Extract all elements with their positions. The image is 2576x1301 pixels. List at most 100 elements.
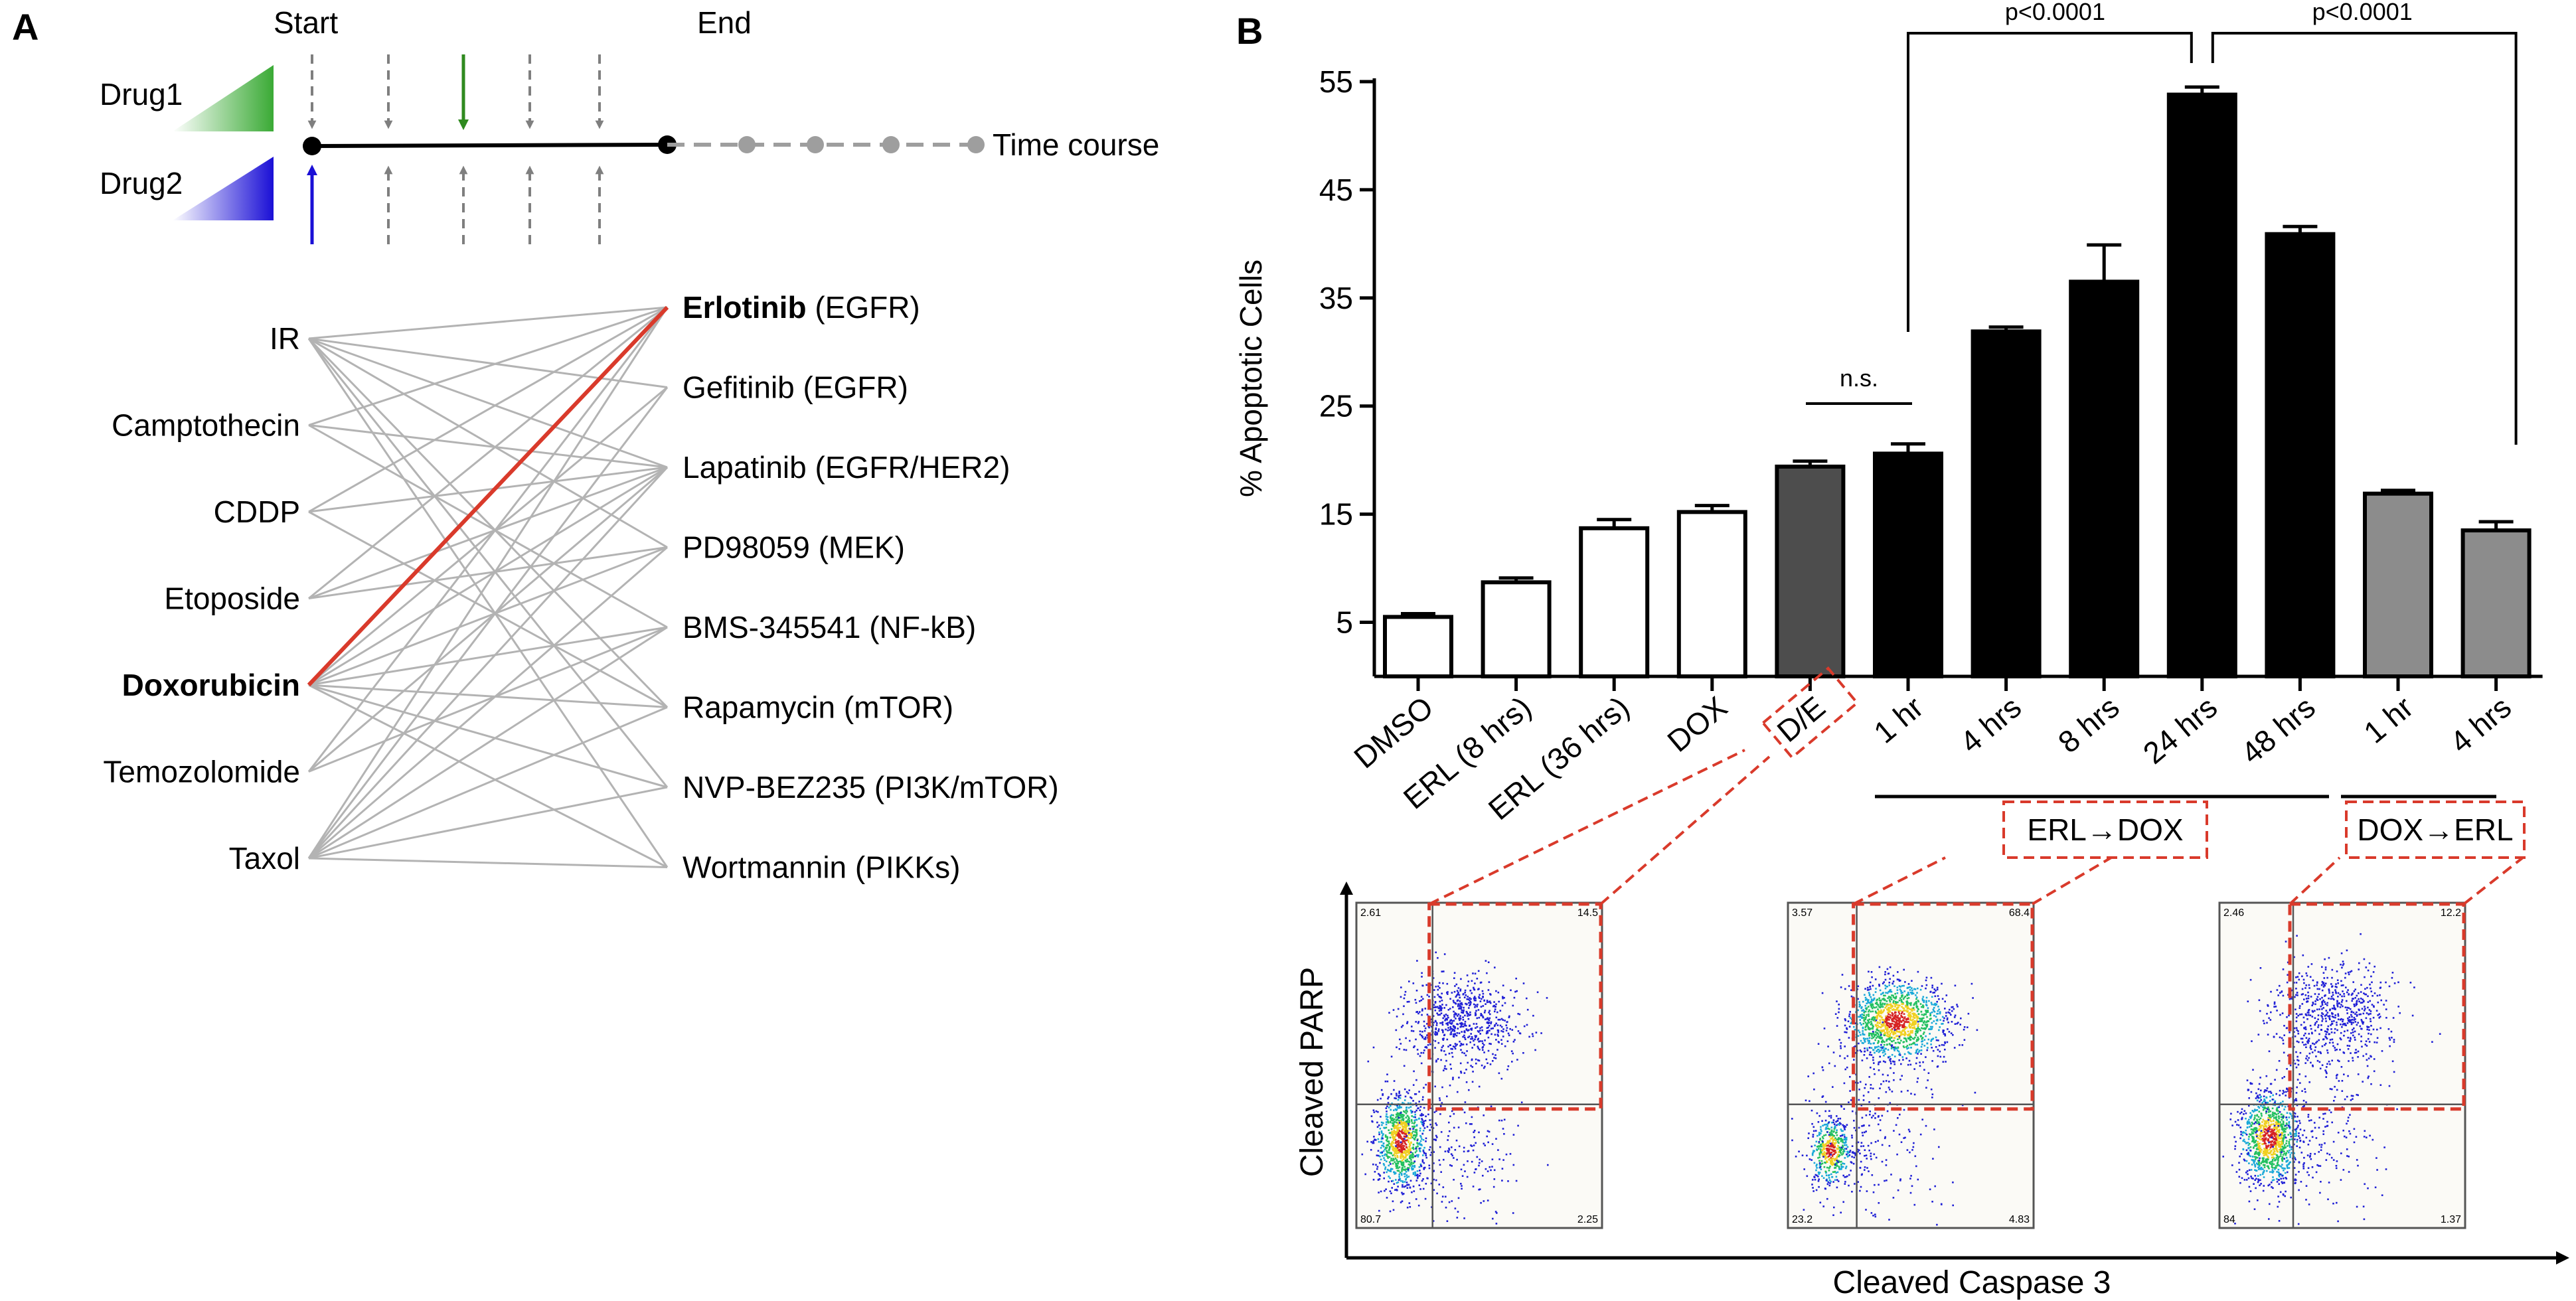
highlight-edge xyxy=(307,305,669,687)
quadrant-value: 14.5 xyxy=(1577,907,1598,919)
network-edge xyxy=(308,626,668,773)
inhibitor-drug-list: Erlotinib (EGFR)Gefitinib (EGFR)Lapatini… xyxy=(683,290,1059,885)
quadrant-value: 4.83 xyxy=(2009,1214,2030,1225)
drug1-dose-wedge xyxy=(173,65,274,131)
network-edge xyxy=(307,307,669,859)
x-tick-label: 8 hrs xyxy=(2052,690,2126,760)
end-label: End xyxy=(697,5,752,40)
network-edge xyxy=(307,338,669,788)
bar xyxy=(1873,451,1943,678)
network-edge xyxy=(308,424,668,629)
x-tick-label: 4 hrs xyxy=(1953,690,2028,760)
network-edge xyxy=(308,546,668,599)
de-highlight-box xyxy=(1761,666,1860,760)
network-edge xyxy=(308,306,668,340)
network-edge xyxy=(308,337,668,548)
time-point xyxy=(882,136,900,153)
drug2-label: Drug2 xyxy=(100,166,183,200)
x-tick-label: 1 hr xyxy=(2357,690,2419,750)
x-tick-label: 24 hrs xyxy=(2136,690,2223,771)
drug-name: BMS-345541 xyxy=(683,610,861,645)
time-point xyxy=(738,136,756,153)
x-tick-label: 4 hrs xyxy=(2443,690,2518,760)
drug-target: (EGFR/HER2) xyxy=(807,450,1010,485)
flow-x-label: Cleaved Caspase 3 xyxy=(1833,1265,2111,1300)
network-edge xyxy=(308,684,668,789)
sig-bracket xyxy=(2211,32,2518,445)
quadrant-value: 68.4 xyxy=(2009,907,2030,919)
left-drug-label: Doxorubicin xyxy=(122,668,300,702)
right-drug-label: Rapamycin (mTOR) xyxy=(683,690,953,725)
group-label-box xyxy=(2002,801,2208,859)
drug-name: Rapamycin xyxy=(683,690,835,725)
drug-target: (NF-kB) xyxy=(861,610,977,645)
left-drug-label: Temozolomide xyxy=(103,755,300,789)
y-tick-label: 5 xyxy=(1336,605,1353,640)
y-axis-label: % Apoptotic Cells xyxy=(1234,260,1268,497)
bar xyxy=(1383,615,1453,679)
bar xyxy=(2363,491,2433,679)
y-tick-label: 55 xyxy=(1319,64,1353,99)
sig-bracket xyxy=(1907,32,2193,332)
network-edge xyxy=(308,626,668,860)
network-edge xyxy=(308,684,668,868)
bar xyxy=(2460,528,2532,679)
x-tick-label: D/E xyxy=(1771,690,1832,749)
flow-plot: 3.57 68.4 23.2 4.83 xyxy=(1787,856,2113,1229)
quadrant-value: 2.25 xyxy=(1577,1214,1598,1225)
network-edge xyxy=(308,306,668,513)
left-drug-label: Camptothecin xyxy=(112,408,300,443)
network-edge xyxy=(308,786,668,860)
network-edge xyxy=(308,546,668,686)
network-edge xyxy=(308,466,668,599)
bar xyxy=(1676,510,1747,678)
drug2-dose-wedge xyxy=(173,157,274,220)
network-edge xyxy=(308,337,668,469)
network-edge xyxy=(308,857,668,868)
time-course-label: Time course xyxy=(993,127,1159,162)
right-drug-label: Erlotinib (EGFR) xyxy=(683,290,920,325)
leader-line xyxy=(1852,856,1946,905)
start-label: Start xyxy=(274,5,338,40)
drug-network-lines xyxy=(307,305,669,868)
network-edge xyxy=(308,706,668,860)
y-tick-label: 25 xyxy=(1319,389,1353,423)
left-drug-label: Etoposide xyxy=(164,581,300,616)
leader-line xyxy=(2462,856,2524,905)
flow-plot: 2.46 12.2 84 1.37 xyxy=(2218,856,2524,1229)
right-drug-label: BMS-345541 (NF-kB) xyxy=(683,610,976,645)
quadrant-value: 84 xyxy=(2223,1214,2235,1225)
network-edge xyxy=(307,337,669,708)
panel-b-letter: B xyxy=(1236,10,1263,52)
right-drug-label: Wortmannin (PIKKs) xyxy=(683,850,960,885)
quadrant-value: 1.37 xyxy=(2441,1214,2461,1225)
flow-plot: 2.61 14.5 80.7 2.25 xyxy=(1355,749,1771,1229)
quadrant-value: 23.2 xyxy=(1792,1214,1812,1225)
leader-line xyxy=(2031,856,2113,905)
network-edge xyxy=(308,337,668,388)
sig-label: p<0.0001 xyxy=(2312,0,2413,25)
bar xyxy=(1481,580,1552,679)
network-edge xyxy=(308,424,668,469)
y-tick-label: 35 xyxy=(1319,281,1353,315)
drug-name: Erlotinib xyxy=(683,290,807,325)
group-label: ERL→DOX xyxy=(2027,812,2183,847)
bar xyxy=(1775,464,1846,678)
timeline xyxy=(311,143,668,148)
bar xyxy=(1971,329,2042,678)
network-edge xyxy=(307,307,669,773)
right-drug-label: PD98059 (MEK) xyxy=(683,530,905,565)
network-edge xyxy=(308,684,668,708)
network-edge xyxy=(308,546,668,860)
dna-damaging-drug-list: IR Camptothecin CDDP Etoposide Doxorubicin Te… xyxy=(103,321,300,876)
flow-plot-frame xyxy=(1355,901,1603,1229)
bar xyxy=(1579,526,1650,679)
right-drug-label: NVP-BEZ235 (PI3K/mTOR) xyxy=(683,770,1059,804)
network-edge xyxy=(307,338,669,868)
network-edge xyxy=(308,306,668,426)
network-edge xyxy=(307,466,669,860)
panel-a-letter: A xyxy=(12,6,39,48)
